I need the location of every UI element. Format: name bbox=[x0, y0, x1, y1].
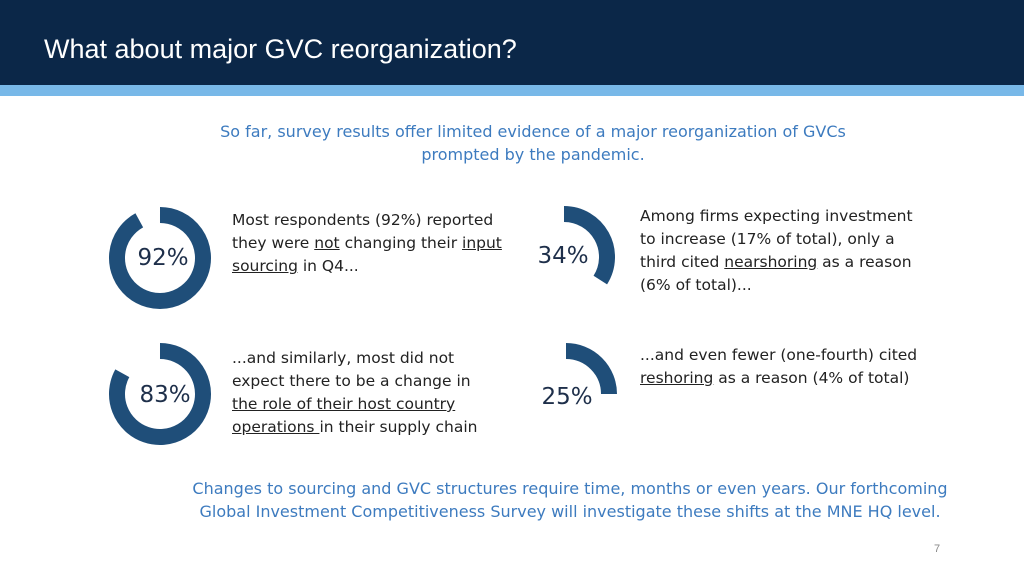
stat-text-underlined: input sourcing bbox=[232, 234, 502, 275]
header-accent-stripe bbox=[0, 85, 1024, 96]
donut-arc-92 bbox=[109, 207, 211, 309]
stat-text-host-country: ...and similarly, most did not expect th… bbox=[232, 347, 494, 439]
donut-ring-83 bbox=[109, 343, 211, 445]
stat-text-underlined: the role of their host country operation… bbox=[232, 395, 456, 436]
stat-text-reshoring: ...and even fewer (one-fourth) cited res… bbox=[640, 344, 922, 390]
percent-label-34: 34% bbox=[537, 243, 589, 269]
slide-title: What about major GVC reorganization? bbox=[44, 34, 517, 64]
stat-text-part: Among firms expecting investment to incr… bbox=[640, 207, 913, 271]
stat-text-part: changing their bbox=[339, 234, 463, 252]
stat-text-part: Most respondents (92%) reported they wer… bbox=[232, 211, 494, 252]
slide-header bbox=[0, 0, 1024, 85]
donut-ring-34 bbox=[563, 206, 615, 285]
slide-subtitle: So far, survey results offer limited evi… bbox=[220, 122, 846, 164]
donut-25-percent bbox=[514, 342, 618, 446]
percent-label-25: 25% bbox=[541, 384, 593, 410]
donut-34-percent bbox=[512, 205, 616, 309]
donut-ring-92 bbox=[109, 207, 211, 309]
donut-92-percent bbox=[108, 206, 212, 310]
stat-text-underlined: reshoring bbox=[640, 369, 714, 387]
stat-text-underlined: nearshoring bbox=[724, 253, 818, 271]
percent-label-83: 83% bbox=[139, 382, 191, 408]
slide-footer-note: Changes to sourcing and GVC structures r… bbox=[192, 479, 948, 521]
stat-text-part: ...and even fewer (one-fourth) cited bbox=[640, 346, 918, 364]
donut-83-percent bbox=[108, 342, 212, 446]
donut-ring-25 bbox=[565, 343, 617, 395]
stat-text-part: in Q4... bbox=[297, 257, 359, 275]
percent-label-92: 92% bbox=[137, 245, 189, 271]
stat-text-part: ...and similarly, most did not expect th… bbox=[232, 349, 471, 390]
stat-text-part: as a reason (4% of total) bbox=[713, 369, 910, 387]
stat-text-part: in their supply chain bbox=[319, 418, 478, 436]
page-number: 7 bbox=[934, 543, 941, 555]
stat-text-underlined: not bbox=[314, 234, 340, 252]
donut-arc-25 bbox=[565, 343, 617, 395]
donut-arc-83 bbox=[109, 343, 211, 445]
stat-text-part: as a reason (6% of total)... bbox=[640, 253, 912, 294]
stat-text-nearshoring: Among firms expecting investment to incr… bbox=[640, 205, 922, 297]
donut-arc-34 bbox=[563, 206, 615, 285]
stat-text-input-sourcing: Most respondents (92%) reported they wer… bbox=[232, 209, 502, 278]
